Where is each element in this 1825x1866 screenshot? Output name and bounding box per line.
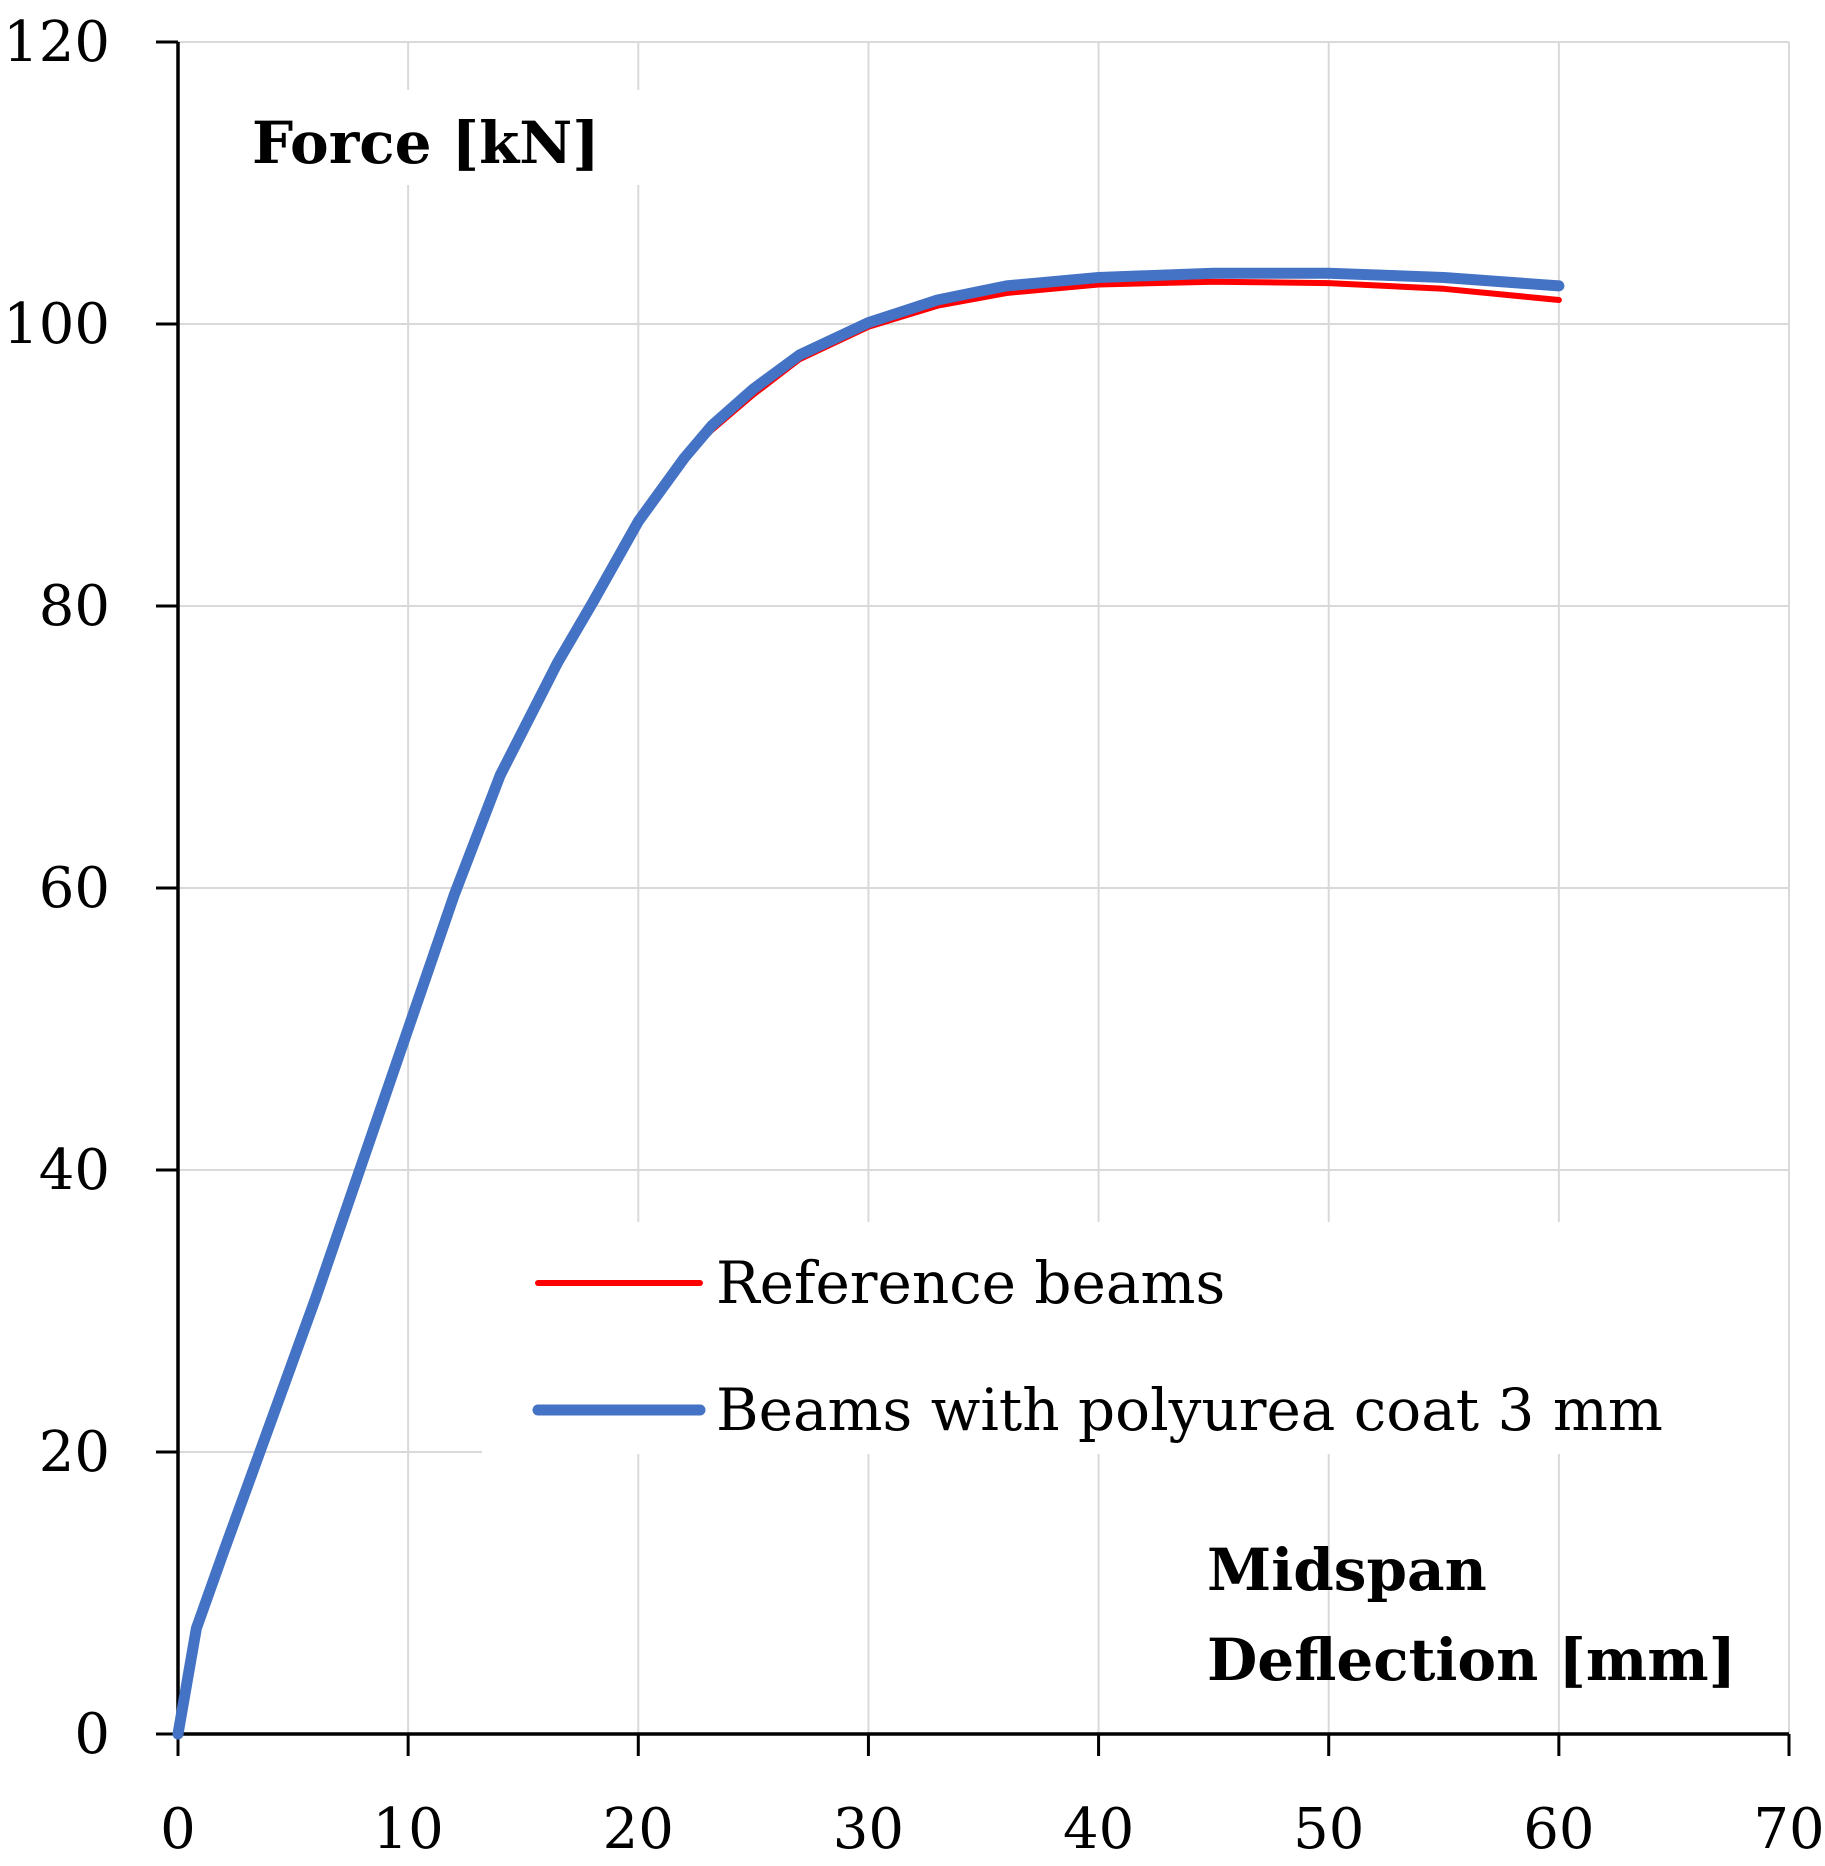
- x-tick-label: 20: [603, 1797, 674, 1862]
- y-tick-label: 60: [39, 856, 110, 921]
- legend-label: Reference beams: [716, 1249, 1225, 1317]
- tick-marks: 0 20 40 60 80 100 120 0 10 20 30 40 50 60 70: [3, 10, 1825, 1862]
- x-tick-label: 0: [160, 1797, 196, 1862]
- y-tick-label: 80: [39, 574, 110, 639]
- x-tick-label: 60: [1523, 1797, 1594, 1862]
- y-tick-label: 40: [39, 1138, 110, 1203]
- y-tick-label: 100: [3, 292, 110, 357]
- legend: Reference beams Beams with polyurea coat …: [532, 1249, 1663, 1444]
- data-series: [172, 267, 1565, 1740]
- y-tick-label: 120: [3, 10, 110, 75]
- y-axis-title: Force [kN]: [252, 109, 600, 177]
- x-axis-title-line-2: Deflection [mm]: [1207, 1626, 1736, 1694]
- y-axis-title-panel: [200, 90, 640, 185]
- x-tick-label: 10: [373, 1797, 444, 1862]
- y-axis-title-background: [200, 90, 640, 185]
- x-tick-label: 40: [1063, 1797, 1134, 1862]
- y-tick-label: 20: [39, 1420, 110, 1485]
- x-tick-label: 70: [1753, 1797, 1824, 1862]
- x-axis-title-line-1: Midspan: [1207, 1536, 1487, 1604]
- y-tick-label: 0: [74, 1702, 110, 1767]
- x-tick-label: 50: [1293, 1797, 1364, 1862]
- legend-label: Beams with polyurea coat 3 mm: [716, 1376, 1663, 1444]
- series-line-polyurea-coat: [172, 267, 1565, 1740]
- x-tick-label: 30: [833, 1797, 904, 1862]
